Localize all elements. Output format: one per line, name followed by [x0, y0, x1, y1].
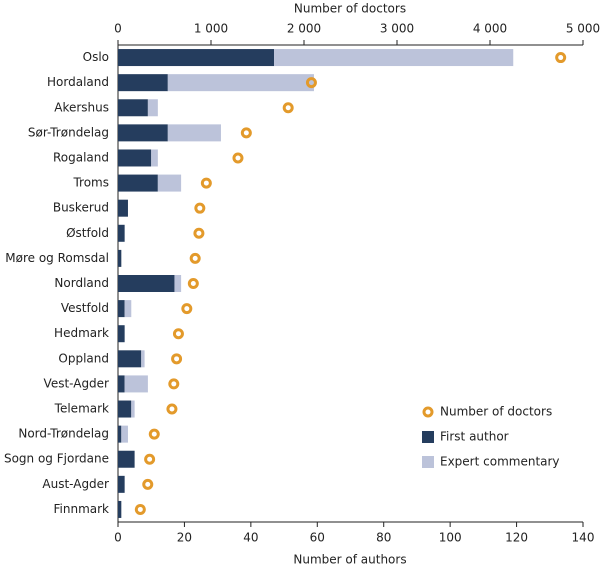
- x2-tick-label: 4 000: [473, 22, 507, 36]
- x2-tick-label: 5 000: [566, 22, 600, 36]
- x-tick-label: 20: [177, 531, 192, 545]
- y-tick-label: Hordaland: [47, 75, 109, 89]
- doctors-marker: [142, 478, 154, 490]
- y-tick-label: Sør-Trøndelag: [28, 125, 109, 139]
- y-tick-label: Møre og Romsdal: [5, 251, 109, 265]
- bar: [274, 49, 514, 67]
- y-tick-label: Hedmark: [54, 326, 109, 340]
- y-tick-label: Finnmark: [54, 502, 110, 516]
- y-tick-label: Rogaland: [53, 150, 109, 164]
- doctors-marker: [194, 202, 206, 214]
- y-tick-label: Nordland: [54, 276, 109, 290]
- y-tick-label: Sogn og Fjordane: [4, 452, 109, 466]
- x-tick-label: 80: [376, 531, 391, 545]
- doctors-marker: [187, 278, 199, 289]
- y-tick-label: Aust-Agder: [42, 477, 109, 491]
- doctors-marker: [171, 353, 183, 365]
- bar: [118, 174, 158, 192]
- doctors-marker: [148, 428, 160, 440]
- x-axis-title: Number of authors: [293, 553, 406, 567]
- bar: [124, 300, 132, 318]
- doctors-marker: [305, 77, 317, 89]
- y-tick-label: Telemark: [54, 402, 109, 416]
- doctors-marker: [200, 177, 212, 189]
- bar: [118, 124, 168, 142]
- doctors-marker: [166, 403, 178, 415]
- y-tick-label: Oppland: [58, 351, 109, 365]
- doctors-marker: [181, 303, 193, 315]
- bar: [121, 425, 128, 443]
- bar: [118, 74, 168, 92]
- legend-swatch: [422, 431, 434, 443]
- bar: [118, 275, 175, 292]
- x-tick-label: 100: [439, 531, 462, 545]
- bar: [118, 500, 122, 518]
- doctors-marker: [144, 453, 156, 465]
- y-tick-label: Vest-Agder: [44, 376, 110, 390]
- doctors-marker: [232, 152, 244, 164]
- legend-label: Number of doctors: [440, 405, 552, 419]
- doctors-marker: [193, 227, 205, 239]
- bar: [118, 199, 128, 217]
- y-tick-label: Troms: [72, 176, 109, 190]
- doctors-marker: [240, 127, 252, 139]
- bar: [118, 99, 148, 117]
- bar: [131, 400, 135, 418]
- y-tick-label: Akershus: [54, 100, 109, 114]
- bar: [118, 450, 135, 468]
- bar: [118, 149, 152, 167]
- x2-tick-label: 3 000: [380, 22, 414, 36]
- x2-axis-title: Number of doctors: [294, 2, 406, 16]
- bar: [151, 149, 158, 167]
- bar: [174, 275, 182, 292]
- bar: [157, 174, 182, 192]
- x2-tick-label: 2 000: [287, 22, 321, 36]
- y-tick-label: Nord-Trøndelag: [18, 427, 109, 441]
- doctors-marker: [134, 503, 146, 515]
- bar: [167, 124, 221, 142]
- x-tick-label: 40: [243, 531, 258, 545]
- x-tick-label: 60: [310, 531, 325, 545]
- bar: [118, 375, 125, 393]
- bar: [118, 325, 125, 343]
- doctors-marker: [172, 328, 184, 340]
- bar: [118, 475, 125, 493]
- legend-swatch: [422, 456, 434, 468]
- bar: [167, 74, 314, 92]
- doctors-marker: [282, 102, 294, 114]
- doctors-marker: [189, 252, 201, 264]
- bar: [141, 350, 145, 368]
- x-tick-label: 120: [505, 531, 528, 545]
- legend-marker: [422, 406, 434, 418]
- y-tick-label: Østfold: [66, 226, 109, 240]
- bar: [118, 300, 125, 318]
- legend-label: Expert commentary: [440, 455, 560, 469]
- legend-label: First author: [440, 430, 509, 444]
- y-tick-label: Oslo: [83, 50, 109, 64]
- x-tick-label: 140: [572, 531, 595, 545]
- bar: [118, 350, 142, 368]
- bar: [118, 49, 275, 67]
- x2-tick-label: 1 000: [194, 22, 228, 36]
- y-tick-label: Buskerud: [53, 201, 109, 215]
- bar: [118, 224, 125, 242]
- doctors-marker: [555, 52, 567, 64]
- x2-tick-label: 0: [114, 22, 122, 36]
- bar: [147, 99, 158, 117]
- x-tick-label: 0: [114, 531, 122, 545]
- bar: [118, 400, 132, 418]
- bar: [124, 375, 148, 393]
- y-tick-label: Vestfold: [61, 301, 109, 315]
- bar: [118, 425, 122, 443]
- doctors-marker: [168, 378, 180, 390]
- bar: [118, 249, 122, 267]
